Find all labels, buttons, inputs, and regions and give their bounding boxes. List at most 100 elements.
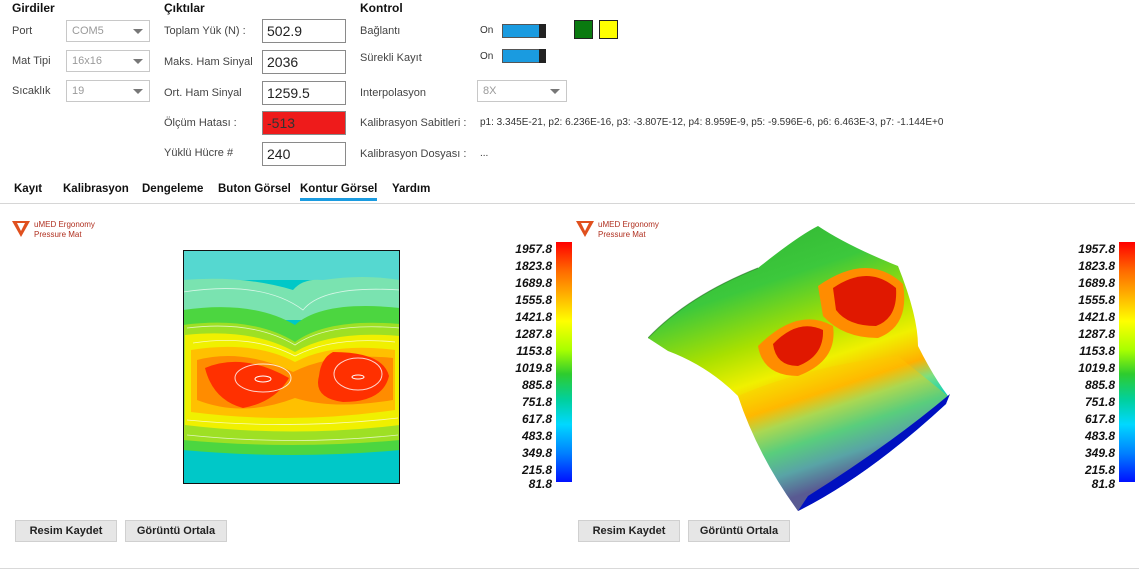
scale-tick: 81.8 [1091,477,1115,491]
scale-tick: 1555.8 [515,293,552,307]
scale-tick: 349.8 [1084,446,1115,460]
port-label: Port [12,25,33,37]
scale-tick: 885.8 [521,378,552,392]
logo-line2: Pressure Mat [598,230,646,239]
calibration-constants-label: Kalibrasyon Sabitleri : [360,117,467,129]
scale-tick: 483.8 [521,429,552,443]
control-title: Kontrol [360,1,403,15]
continuous-record-label: Sürekli Kayıt [360,52,422,64]
temperature-label: Sıcaklık [12,85,51,97]
max-raw-value: 2036 [262,50,346,74]
avg-raw-value: 1259.5 [262,81,346,105]
status-yellow-swatch [599,20,618,39]
measure-error-label: Ölçüm Hatası : [164,117,237,129]
loaded-cells-label: Yüklü Hücre # [164,147,234,159]
contour-peak-right [318,352,389,402]
center-view-button-right[interactable]: Görüntü Ortala [688,520,790,542]
scale-tick: 215.8 [521,463,552,477]
scale-tick: 215.8 [1084,463,1115,477]
calibration-file-label: Kalibrasyon Dosyası : [360,148,467,160]
center-view-button-left[interactable]: Görüntü Ortala [125,520,227,542]
contour-band-top [183,250,400,280]
temperature-select[interactable]: 19 [66,80,150,102]
calibration-file-value: ... [480,148,489,159]
scale-tick: 1555.8 [1078,293,1115,307]
surface-peak-right [833,276,897,326]
contour-map [183,250,400,484]
color-scale-bar [1119,242,1135,482]
calibration-constants-value: p1: 3.345E-21, p2: 6.236E-16, p3: -3.807… [480,117,944,128]
save-image-button-right[interactable]: Resim Kaydet [578,520,680,542]
footer-divider [0,568,1139,569]
surface-edge-front [798,394,950,511]
scale-tick: 885.8 [1084,378,1115,392]
mat-type-value: 16x16 [72,55,102,67]
tab-record[interactable]: Kayıt [14,183,43,195]
avg-raw-label: Ort. Ham Sinyal [164,87,242,99]
contour-line-left [234,363,292,393]
tab-calibration[interactable]: Kalibrasyon [63,183,129,195]
scale-tick: 1823.8 [515,259,552,273]
chevron-down-icon [133,29,143,34]
tab-button-visual[interactable]: Buton Görsel [218,183,291,195]
chevron-down-icon [550,89,560,94]
scale-tick: 81.8 [528,477,552,491]
interpolation-label: Interpolasyon [360,87,427,99]
chevron-down-icon [133,89,143,94]
logo-line1: uMED Ergonomy [34,220,95,229]
interpolation-value: 8X [483,85,497,97]
contour-peak-left [205,361,289,408]
scale-tick: 1287.8 [1078,327,1115,341]
scale-tick: 751.8 [521,395,552,409]
total-load-value: 502.9 [262,19,346,43]
continuous-record-state: On [480,51,494,62]
color-scale-right: 1957.8 1823.8 1689.8 1555.8 1421.8 1287.… [1055,242,1135,491]
surface-peak-left [773,326,824,366]
loaded-cells-value: 240 [262,142,346,166]
umed-logo: uMED Ergonomy Pressure Mat [576,218,676,242]
scale-tick: 1421.8 [515,310,552,324]
inputs-title: Girdiler [12,1,55,15]
chevron-down-icon [133,59,143,64]
color-scale-left: 1957.8 1823.8 1689.8 1555.8 1421.8 1287.… [492,242,572,491]
port-select[interactable]: COM5 [66,20,150,42]
measure-error-value: -513 [262,111,346,135]
scale-tick: 1421.8 [1078,310,1115,324]
tab-bar: Kayıt Kalibrasyon Dengeleme Buton Görsel… [0,180,1135,204]
scale-tick: 1019.8 [515,361,552,375]
mat-type-label: Mat Tipi [12,55,51,67]
logo-line2: Pressure Mat [34,230,82,239]
scale-tick: 1019.8 [1078,361,1115,375]
contour-frame [183,250,400,484]
connection-state: On [480,25,494,36]
tab-contour-visual[interactable]: Kontur Görsel [300,183,378,201]
contour-line-right [333,357,383,391]
color-scale-bar [556,242,572,482]
contour-line-left-inner [254,375,272,383]
scale-tick: 617.8 [1084,412,1115,426]
toggle-knob [539,24,546,38]
scale-tick: 1689.8 [1078,276,1115,290]
scale-tick: 1823.8 [1078,259,1115,273]
temperature-value: 19 [72,85,85,97]
logo-line1: uMED Ergonomy [598,220,659,229]
save-image-button-left[interactable]: Resim Kaydet [15,520,117,542]
interpolation-select[interactable]: 8X [477,80,567,102]
scale-tick: 617.8 [521,412,552,426]
scale-tick: 1689.8 [515,276,552,290]
connection-toggle[interactable] [502,24,546,38]
max-raw-label: Maks. Ham Sinyal [164,56,253,68]
tab-balancing[interactable]: Dengeleme [142,183,204,195]
scale-tick: 1957.8 [515,242,552,256]
port-value: COM5 [72,25,104,37]
scale-tick: 1287.8 [515,327,552,341]
continuous-record-toggle[interactable] [502,49,546,63]
surface-3d-plot [648,226,950,511]
toggle-knob [539,49,546,63]
status-green-swatch [574,20,593,39]
mat-type-select[interactable]: 16x16 [66,50,150,72]
umed-logo: uMED Ergonomy Pressure Mat [12,218,112,242]
scale-tick: 1957.8 [1078,242,1115,256]
tab-help[interactable]: Yardım [392,183,431,195]
connection-label: Bağlantı [360,25,401,37]
